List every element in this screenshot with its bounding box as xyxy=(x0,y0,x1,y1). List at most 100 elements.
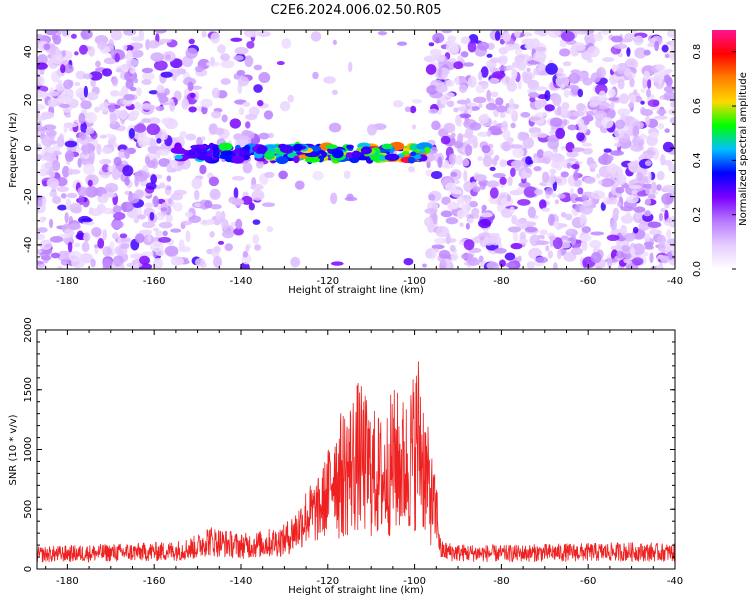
heatmap-cell xyxy=(588,102,599,108)
heatmap-cell xyxy=(664,247,672,253)
heatmap-cell xyxy=(575,30,590,35)
heatmap-cell xyxy=(465,222,470,230)
heatmap-cell xyxy=(645,115,650,126)
heatmap-cell xyxy=(494,30,501,41)
heatmap-cell xyxy=(278,170,288,180)
heatmap-cell xyxy=(39,69,45,75)
heatmap-cell xyxy=(83,85,89,98)
heatmap-cell xyxy=(505,65,514,71)
heatmap-cell xyxy=(620,224,628,236)
heatmap-cell xyxy=(571,163,580,170)
heatmap-cell xyxy=(194,202,202,208)
heatmap-cell xyxy=(566,162,571,169)
heatmap-cell xyxy=(37,89,45,99)
heatmap-cell xyxy=(78,112,86,125)
heatmap-cell xyxy=(141,251,154,257)
heatmap-cell xyxy=(60,64,66,74)
heatmap-cell xyxy=(545,63,558,75)
heatmap-cell xyxy=(104,182,119,193)
signal-band-cell xyxy=(419,149,426,154)
signal-band-cell xyxy=(231,155,245,164)
heatmap-cell xyxy=(533,30,546,35)
heatmap-cell xyxy=(437,104,446,109)
heatmap-cell xyxy=(549,176,556,185)
heatmap-cell xyxy=(134,101,141,110)
colorbar-tick-label: 0.4 xyxy=(692,152,703,168)
heatmap-cell xyxy=(110,220,124,229)
heatmap-cell xyxy=(78,44,88,55)
heatmap-cell xyxy=(582,147,593,155)
heatmap-cell xyxy=(573,170,579,181)
heatmap-cell xyxy=(64,140,78,148)
heatmap-cell xyxy=(331,89,338,95)
heatmap-cell xyxy=(628,160,640,173)
heatmap-cell xyxy=(166,163,173,173)
heatmap-cell xyxy=(119,233,128,239)
heatmap-cell xyxy=(211,110,222,119)
heatmap-cell xyxy=(499,176,507,185)
heatmap-cell xyxy=(157,236,172,243)
heatmap-cell xyxy=(99,134,107,139)
heatmap-cell xyxy=(89,150,95,163)
heatmap-cell xyxy=(242,250,249,258)
heatmap-cell xyxy=(48,90,59,97)
heatmap-cell xyxy=(492,157,498,166)
x-tick-label: -40 xyxy=(667,276,683,287)
heatmap-cell xyxy=(502,32,511,43)
heatmap-cell xyxy=(220,210,226,222)
heatmap-cell xyxy=(538,240,550,245)
x-tick-label: -160 xyxy=(143,276,166,287)
heatmap-cell xyxy=(149,154,160,159)
colorbar-tick-label: 0.8 xyxy=(692,44,703,60)
heatmap-cell xyxy=(582,77,593,86)
heatmap-cell xyxy=(579,213,585,226)
heatmap-cell xyxy=(83,163,95,175)
heatmap-cell xyxy=(477,41,490,51)
heatmap-cell xyxy=(509,206,515,214)
heatmap-cell xyxy=(456,196,465,205)
heatmap-cell xyxy=(131,36,145,42)
heatmap-cell xyxy=(194,65,204,73)
heatmap-cell xyxy=(37,75,45,87)
heatmap-cell xyxy=(535,256,549,264)
heatmap-cell xyxy=(499,110,506,119)
heatmap-cell xyxy=(625,211,632,218)
heatmap-cell xyxy=(555,75,570,88)
snr-series-line xyxy=(37,361,675,563)
heatmap-cell xyxy=(37,34,44,40)
heatmap-cell xyxy=(210,56,215,66)
heatmap-cell xyxy=(467,41,477,53)
heatmap-cell xyxy=(501,120,508,131)
heatmap-cell xyxy=(486,129,492,137)
heatmap-cell xyxy=(69,202,82,213)
signal-band-cell xyxy=(357,156,370,161)
signal-band-cell xyxy=(218,142,233,152)
heatmap-cell xyxy=(632,243,645,256)
heatmap-cell xyxy=(152,257,163,269)
heatmap-cell xyxy=(109,48,115,56)
heatmap-cell xyxy=(441,196,451,205)
heatmap-cell xyxy=(124,176,130,186)
heatmap-cell xyxy=(133,123,147,133)
heatmap-cell xyxy=(144,155,151,165)
x-tick-label: -80 xyxy=(493,576,509,587)
heatmap-cell xyxy=(446,100,455,108)
heatmap-cell xyxy=(643,241,654,248)
heatmap-cell xyxy=(481,113,490,124)
heatmap-cell xyxy=(40,255,52,261)
heatmap-cell xyxy=(201,105,208,115)
heatmap-cell xyxy=(506,106,515,115)
heatmap-cell xyxy=(628,102,634,108)
heatmap-cell xyxy=(445,182,457,192)
heatmap-cell xyxy=(257,100,264,107)
heatmap-cell xyxy=(77,157,82,168)
heatmap-cell xyxy=(82,143,89,156)
heatmap-cell xyxy=(366,124,377,136)
heatmap-cell xyxy=(455,114,462,126)
heatmap-cell xyxy=(194,258,205,267)
heatmap-cell xyxy=(608,73,618,85)
heatmap-cell xyxy=(453,61,464,70)
heatmap-cell xyxy=(657,123,665,130)
heatmap-cell xyxy=(121,160,128,165)
heatmap-cell xyxy=(432,212,438,225)
